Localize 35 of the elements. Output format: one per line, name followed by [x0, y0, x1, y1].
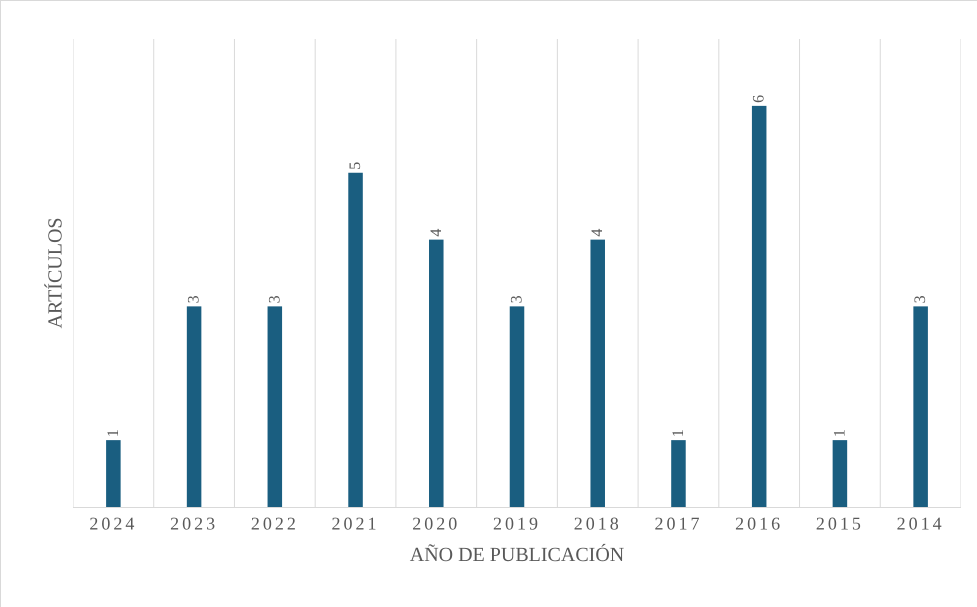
bar: [348, 172, 363, 507]
bar: [913, 306, 928, 507]
data-label: 1: [831, 429, 848, 438]
bar: [429, 240, 444, 507]
bar: [106, 440, 121, 507]
bar: [510, 306, 524, 507]
data-label: 6: [750, 94, 768, 103]
data-label: 5: [347, 162, 364, 170]
x-tick-label: 2024: [89, 514, 138, 534]
x-tick-label: 2014: [896, 514, 945, 534]
x-tick-label: 2020: [412, 514, 460, 534]
data-label: 3: [186, 295, 203, 304]
x-tick-label: 2021: [332, 514, 380, 534]
y-axis-title: ARTÍCULOS: [44, 217, 66, 329]
x-axis-title: AÑO DE PUBLICACIÓN: [410, 543, 624, 566]
x-tick-label: 2015: [816, 514, 864, 534]
x-tick-label: 2018: [574, 514, 622, 534]
data-label: 1: [104, 429, 122, 438]
bar: [590, 240, 605, 507]
x-tick-label: 2022: [250, 514, 299, 534]
x-tick-label: 2023: [170, 514, 218, 534]
x-tick-label: 2017: [654, 514, 702, 534]
data-label: 3: [508, 295, 526, 304]
data-label: 4: [589, 228, 606, 237]
x-tick-label: 2019: [493, 514, 541, 534]
data-label: 3: [912, 295, 930, 304]
data-label: 3: [266, 295, 284, 304]
x-tick-label: 2016: [735, 514, 784, 534]
bar: [186, 306, 202, 507]
data-label: 1: [670, 429, 687, 438]
bar: [752, 106, 766, 507]
bar: [671, 440, 686, 507]
bar: [832, 440, 848, 507]
bar: [268, 306, 282, 507]
data-label: 4: [428, 228, 445, 237]
